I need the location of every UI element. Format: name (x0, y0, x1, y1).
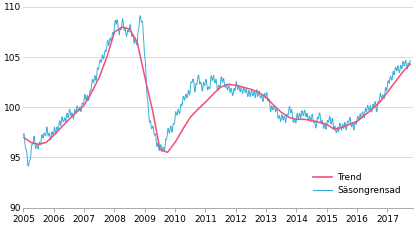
Legend: Trend, Säsongrensad: Trend, Säsongrensad (309, 169, 404, 199)
